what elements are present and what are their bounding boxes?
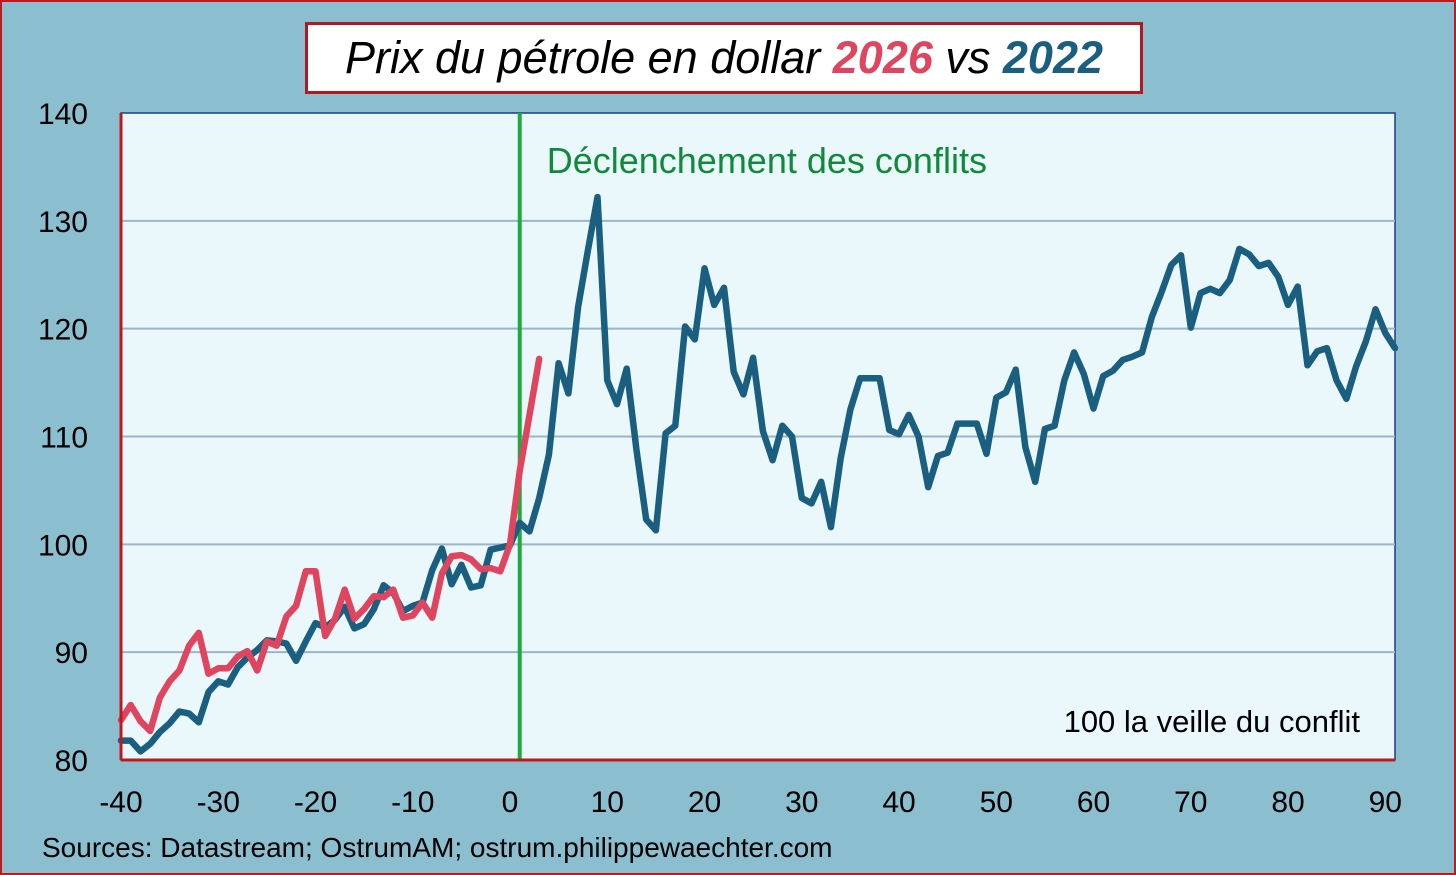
x-tick-labels: -40 -30 -20 -10 0 10 20 30 40 50 60 70 80 90 — [99, 786, 1402, 819]
x-tick-label: 20 — [688, 786, 721, 819]
title-year-2022: 2022 — [1002, 32, 1103, 83]
conflict-marker: Déclenchement des conflits — [517, 113, 987, 760]
title-middle: vs — [932, 32, 1003, 83]
x-tick-label: 10 — [591, 786, 624, 819]
x-tick-label: 70 — [1174, 786, 1207, 819]
x-tick-label: 30 — [785, 786, 818, 819]
x-tick-label: -30 — [197, 786, 240, 819]
chart-title: Prix du pétrole en dollar 2026 vs 2022 — [345, 32, 1103, 84]
x-tick-label: -20 — [294, 786, 337, 819]
x-tick-label: 0 — [502, 786, 519, 819]
source-note: Sources: Datastream; OstrumAM; ostrum.ph… — [42, 832, 833, 863]
y-tick-label: 90 — [55, 637, 88, 670]
x-tick-label: 90 — [1369, 786, 1402, 819]
y-tick-label: 120 — [38, 314, 88, 347]
x-tick-label: 60 — [1077, 786, 1110, 819]
x-tick-label: -10 — [391, 786, 434, 819]
y-tick-label: 110 — [40, 422, 88, 455]
series-lines — [117, 193, 1399, 755]
y-tick-label: 80 — [55, 745, 88, 778]
x-tick-label: 80 — [1271, 786, 1304, 819]
y-tick-labels: 80 90 100 110 120 130 140 — [38, 98, 88, 778]
series-line-2026 — [117, 355, 543, 735]
x-tick-label: -40 — [99, 786, 142, 819]
base-note: 100 la veille du conflit — [1064, 704, 1361, 739]
y-tick-label: 140 — [38, 98, 88, 131]
x-tick-label: 40 — [882, 786, 915, 819]
y-tick-label: 100 — [38, 529, 88, 562]
title-prefix: Prix du pétrole en dollar — [344, 32, 833, 83]
conflict-label: Déclenchement des conflits — [547, 140, 987, 181]
chart-title-box: Prix du pétrole en dollar 2026 vs 2022 — [305, 22, 1143, 94]
y-tick-label: 130 — [38, 206, 88, 239]
gridlines — [121, 219, 1395, 654]
x-tick-label: 50 — [980, 786, 1013, 819]
title-year-2026: 2026 — [832, 32, 933, 83]
